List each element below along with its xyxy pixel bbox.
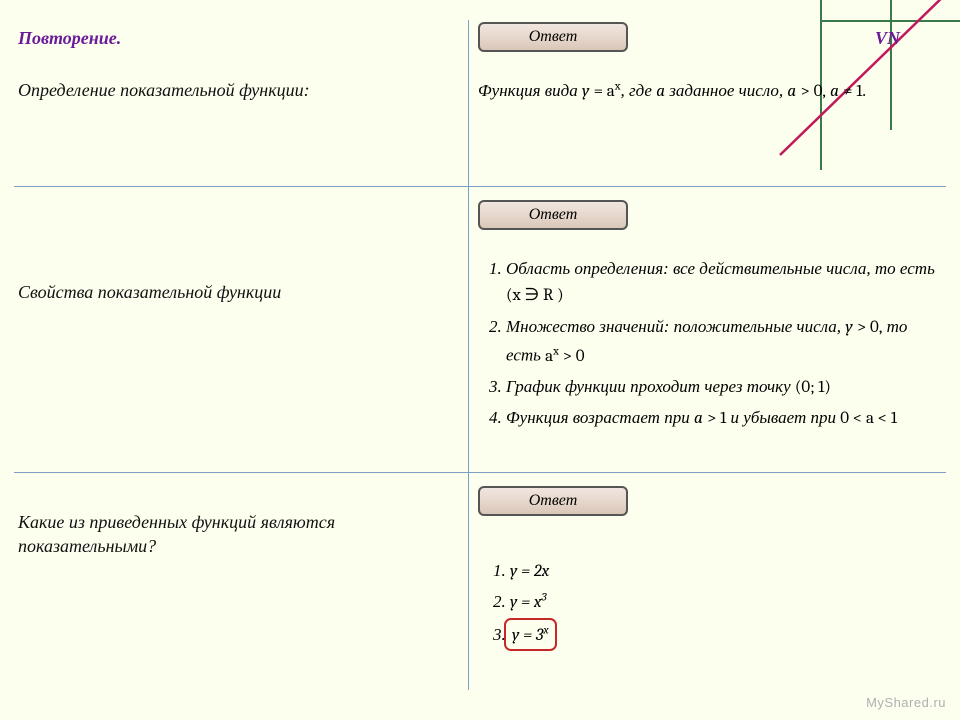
list-item: Множество значений: положительные числа,… [506, 314, 940, 370]
row-divider [14, 186, 946, 187]
list-item: График функции проходит через точку (0; … [506, 374, 940, 401]
prompt-which-functions: Какие из приведенных функций являются по… [18, 510, 448, 559]
prompt-properties: Свойства показательной функции [18, 280, 448, 304]
answer-properties: Область определения: все действительные … [478, 256, 940, 437]
functions-list: y = 2x y = x3 y = 3x [510, 558, 940, 651]
list-item: y = 3x [510, 618, 940, 651]
list-item: y = 2x [510, 558, 940, 585]
prompt-definition: Определение показательной функции: [18, 78, 448, 102]
properties-list: Область определения: все действительные … [506, 256, 940, 433]
column-divider [468, 20, 469, 690]
highlighted-answer: y = 3x [504, 618, 557, 651]
page-title: Повторение. [18, 28, 121, 49]
answer-text: Функция вида y = ax, где a заданное числ… [478, 81, 866, 100]
row-divider [14, 472, 946, 473]
list-item: Область определения: все действительные … [506, 256, 940, 310]
answer-button[interactable]: Ответ [478, 486, 628, 516]
watermark: MyShared.ru [866, 695, 946, 710]
list-item: y = x3 [510, 587, 940, 616]
answer-button[interactable]: Ответ [478, 200, 628, 230]
answer-button[interactable]: Ответ [478, 22, 628, 52]
answer-definition: Функция вида y = ax, где a заданное числ… [478, 76, 940, 105]
slide: Повторение. VN Определение показательной… [0, 0, 960, 720]
vn-logo-text: VN [875, 28, 900, 49]
answer-functions: y = 2x y = x3 y = 3x [478, 558, 940, 653]
list-item: Функция возрастает при a > 1 и убывает п… [506, 405, 940, 432]
